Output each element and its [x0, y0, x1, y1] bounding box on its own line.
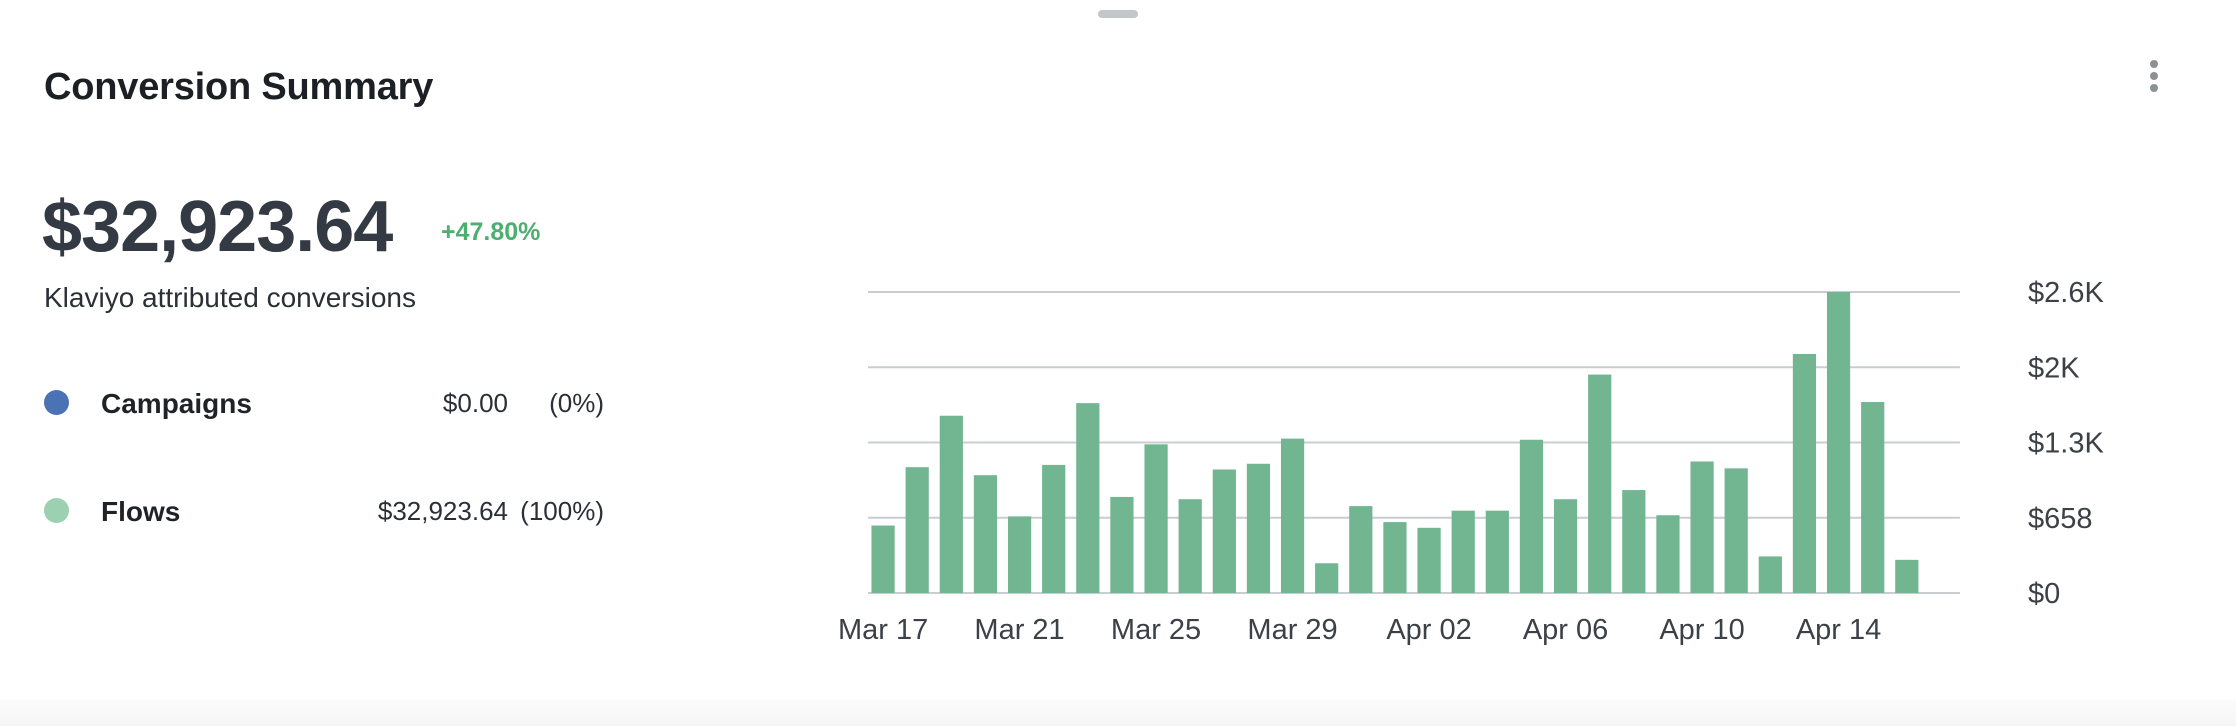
bar-apr-16[interactable]	[1895, 559, 1919, 593]
legend-percent: (0%)	[549, 388, 604, 418]
y-tick-label: $2K	[2028, 352, 2080, 384]
x-tick-label: Mar 21	[974, 614, 1064, 646]
x-tick-label: Apr 14	[1796, 614, 1881, 646]
bar-apr-12[interactable]	[1758, 556, 1782, 593]
x-tick-label: Mar 25	[1111, 614, 1201, 646]
bar-apr-14[interactable]	[1826, 292, 1851, 593]
bar-apr-07[interactable]	[1588, 374, 1612, 593]
legend-item-flows: Flows $32,923.64 (100%)	[44, 492, 604, 532]
bar-mar-30[interactable]	[1315, 563, 1339, 593]
x-tick-label: Apr 10	[1659, 614, 1744, 646]
x-tick-label: Mar 29	[1247, 614, 1337, 646]
bar-apr-10[interactable]	[1690, 461, 1714, 593]
bar-apr-02[interactable]	[1417, 527, 1441, 593]
legend-name: Flows	[101, 496, 181, 527]
bar-mar-27[interactable]	[1212, 469, 1236, 593]
legend-amount: $0.00	[442, 388, 508, 418]
bar-mar-18[interactable]	[905, 467, 929, 593]
bar-apr-13[interactable]	[1792, 353, 1817, 593]
bar-apr-15[interactable]	[1861, 402, 1885, 593]
more-options-icon	[2150, 72, 2158, 80]
bar-mar-26[interactable]	[1178, 499, 1202, 593]
bar-mar-31[interactable]	[1349, 506, 1373, 593]
bar-apr-08[interactable]	[1622, 490, 1646, 593]
footer-shade	[0, 700, 2236, 726]
bar-mar-23[interactable]	[1076, 403, 1100, 593]
more-options-button[interactable]	[2138, 56, 2170, 96]
flows-dot-icon	[44, 498, 69, 523]
bar-mar-28[interactable]	[1246, 463, 1271, 593]
bar-mar-24[interactable]	[1110, 496, 1134, 593]
bar-chart-svg: $0 $658 $1.3K $2K $2.6K Mar 17 Mar 21 Mar 25 Mar…	[838, 277, 2105, 646]
more-options-icon	[2150, 60, 2158, 68]
x-tick-label: Apr 02	[1386, 614, 1471, 646]
bar-apr-01[interactable]	[1383, 522, 1407, 593]
bar-mar-17[interactable]	[871, 525, 895, 593]
legend-name: Campaigns	[101, 388, 252, 419]
campaigns-dot-icon	[44, 390, 69, 415]
bar-mar-25[interactable]	[1144, 444, 1168, 593]
y-tick-label: $1.3K	[2028, 428, 2104, 460]
y-tick-label: $2.6K	[2028, 277, 2104, 309]
total-conversion-label: Klaviyo attributed conversions	[44, 282, 416, 313]
legend-percent: (100%)	[520, 496, 604, 526]
y-tick-label: $658	[2028, 503, 2093, 535]
total-change-badge: +47.80%	[441, 218, 541, 246]
bar-mar-21[interactable]	[1007, 516, 1032, 593]
y-tick-label: $0	[2028, 578, 2060, 610]
conversion-bar-chart: $0 $658 $1.3K $2K $2.6K Mar 17 Mar 21 Mar 25 Mar…	[838, 260, 2140, 665]
legend-amount: $32,923.64	[377, 496, 508, 526]
legend-item-campaigns: Campaigns $0.00 (0%)	[44, 384, 604, 424]
x-tick-label: Mar 17	[840, 614, 928, 646]
bar-apr-04[interactable]	[1485, 510, 1509, 593]
bar-mar-19[interactable]	[939, 415, 963, 593]
total-conversion-value: $32,923.64	[42, 187, 393, 267]
bar-mar-20[interactable]	[973, 475, 998, 593]
bar-mar-29[interactable]	[1280, 438, 1305, 593]
more-options-icon	[2150, 84, 2158, 92]
bar-apr-09[interactable]	[1656, 515, 1680, 593]
conversion-summary-card: Conversion Summary $32,923.64 +47.80% Kl…	[42, 10, 2170, 665]
bar-apr-06[interactable]	[1553, 499, 1578, 593]
card-title: Conversion Summary	[44, 66, 434, 108]
bar-apr-11[interactable]	[1724, 468, 1748, 593]
bar-apr-05[interactable]	[1519, 439, 1544, 593]
x-tick-label: Apr 06	[1523, 614, 1608, 646]
bar-apr-03[interactable]	[1451, 510, 1475, 593]
bar-mar-22[interactable]	[1042, 464, 1066, 593]
drag-handle[interactable]	[1098, 10, 1138, 18]
